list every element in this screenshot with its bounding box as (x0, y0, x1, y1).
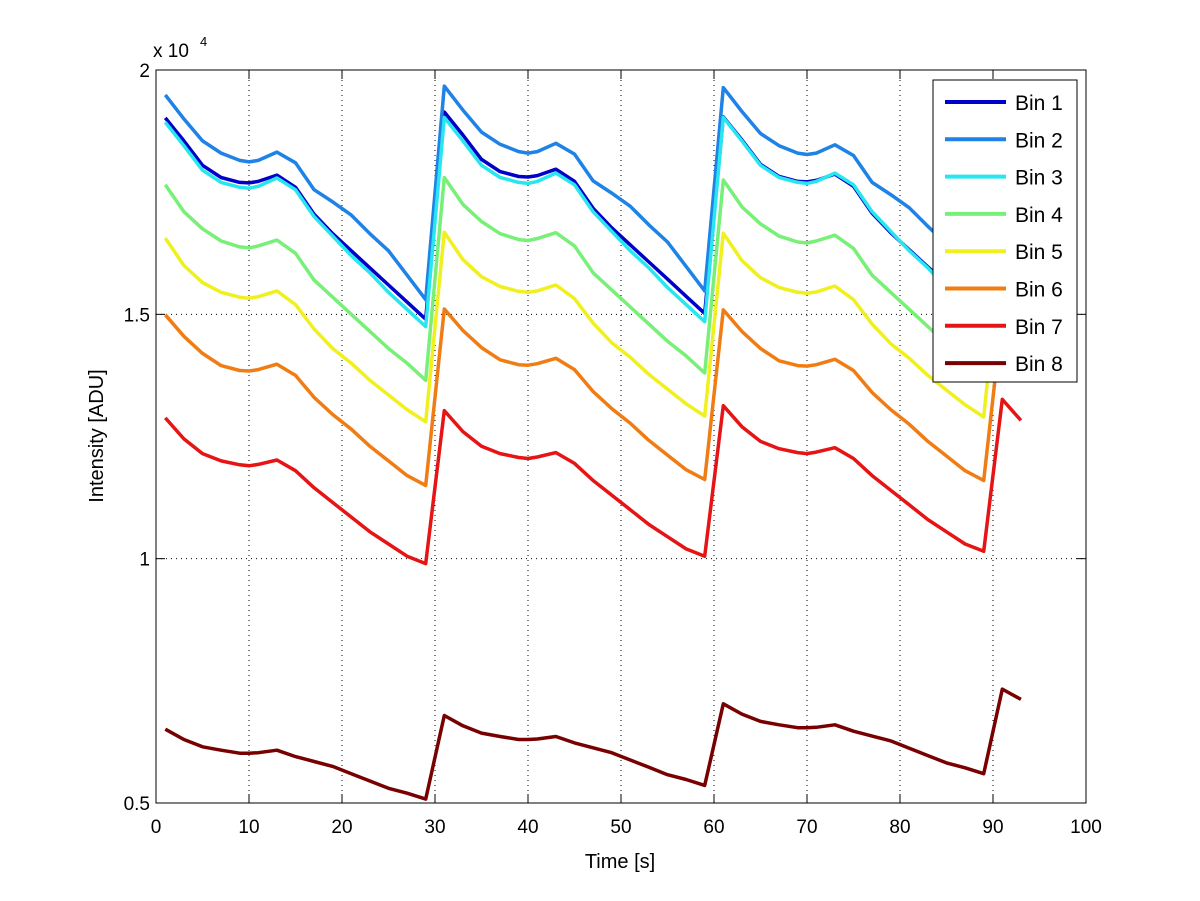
series-line-bin-7 (163, 397, 1023, 566)
x-tick-label: 10 (238, 817, 259, 838)
x-axis: 0 10 20 30 40 50 60 70 80 90 100 (151, 70, 1102, 838)
series-line-bin-3 (163, 115, 1023, 329)
legend-label: Bin 3 (1015, 167, 1063, 190)
y-tick-label: 0.5 (124, 794, 150, 815)
series-line-bin-4 (163, 175, 1023, 383)
series-line-bin-6 (163, 307, 1023, 488)
legend-box (932, 79, 1078, 383)
y-exponent-power: 4 (200, 34, 207, 49)
x-tick-label: 70 (796, 817, 817, 838)
x-tick-label: 50 (610, 817, 631, 838)
x-tick-label: 90 (982, 817, 1003, 838)
y-axis-label: Intensity [ADU] (86, 369, 108, 502)
x-tick-label: 60 (703, 817, 724, 838)
series-line-bin-8 (164, 687, 1022, 801)
x-tick-label: 100 (1070, 817, 1102, 838)
legend-label: Bin 7 (1015, 316, 1063, 339)
y-tick-label: 1 (139, 550, 150, 571)
series-group (163, 84, 1023, 801)
series-line-bin-2 (163, 84, 1023, 302)
x-tick-label: 80 (889, 817, 910, 838)
series-line-bin-5 (163, 230, 1023, 424)
x-axis-label: Time [s] (585, 851, 655, 873)
x-tick-label: 30 (424, 817, 445, 838)
x-tick-label: 40 (517, 817, 538, 838)
legend-label: Bin 6 (1015, 279, 1063, 302)
legend-label: Bin 4 (1015, 204, 1063, 227)
y-tick-label: 2 (139, 61, 150, 82)
legend-label: Bin 5 (1015, 241, 1063, 264)
y-exponent-label: x 10 (153, 41, 189, 62)
legend-label: Bin 2 (1015, 129, 1063, 152)
legend-label: Bin 1 (1015, 92, 1063, 115)
legend-label: Bin 8 (1015, 353, 1063, 376)
x-tick-label: 0 (151, 817, 162, 838)
y-tick-label: 1.5 (124, 305, 150, 326)
legend: Bin 1 Bin 2 Bin 3 Bin 4 Bin 5 Bin 6 Bin 7 Bin 8 (932, 79, 1078, 383)
x-tick-label: 20 (331, 817, 352, 838)
y-axis: 0.5 1 1.5 2 (124, 61, 1086, 815)
